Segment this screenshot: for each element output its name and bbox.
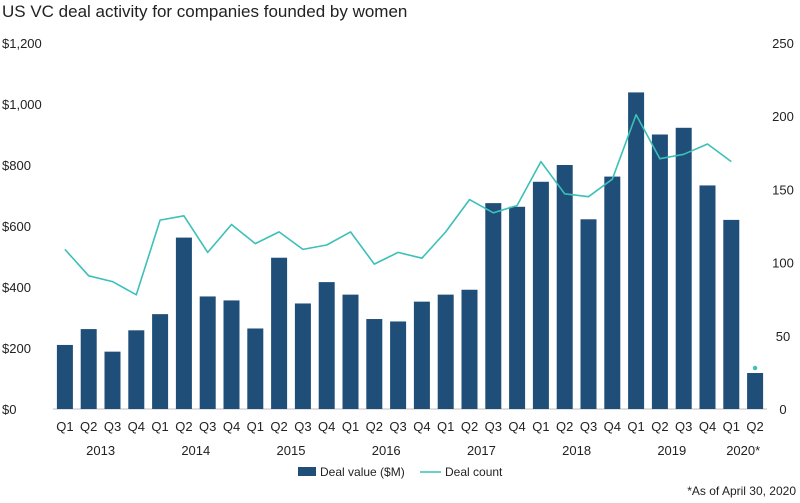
legend-swatch-bar xyxy=(298,467,316,476)
x-tick-label: Q4 xyxy=(128,419,145,434)
bar xyxy=(556,165,573,409)
left-tick-label: $400 xyxy=(2,280,31,295)
x-tick-label: Q1 xyxy=(532,419,549,434)
footnote: *As of April 30, 2020 xyxy=(687,484,796,498)
bar-series xyxy=(56,92,764,409)
right-tick-label: 0 xyxy=(779,402,786,417)
x-tick-label: Q1 xyxy=(56,419,73,434)
bar xyxy=(651,134,668,409)
bar xyxy=(675,127,692,409)
year-label: 2014 xyxy=(181,443,210,458)
right-tick-label: 50 xyxy=(776,329,790,344)
x-tick-label: Q3 xyxy=(199,419,216,434)
bar xyxy=(509,206,526,409)
bar xyxy=(532,181,549,409)
x-tick-label: Q4 xyxy=(604,419,621,434)
x-tick-label: Q4 xyxy=(699,419,716,434)
left-tick-label: $800 xyxy=(2,158,31,173)
line-series xyxy=(64,113,758,371)
bar xyxy=(342,294,359,409)
bar xyxy=(604,176,621,409)
bar xyxy=(390,321,407,409)
bar xyxy=(247,328,264,409)
right-tick-label: 200 xyxy=(772,109,794,124)
left-tick-label: $600 xyxy=(2,219,31,234)
left-tick-label: $1,000 xyxy=(2,97,42,112)
right-axis: 0 50 100 150 200 250 xyxy=(772,36,794,417)
bar xyxy=(485,203,502,409)
right-tick-label: 150 xyxy=(772,182,794,197)
bar xyxy=(413,301,430,409)
x-tick-label: Q3 xyxy=(294,419,311,434)
x-tick-label: Q1 xyxy=(437,419,454,434)
x-tick-label: Q2 xyxy=(270,419,287,434)
bar xyxy=(80,329,97,409)
year-labels: 2013 2014 2015 2016 2017 2018 2019 2020* xyxy=(86,443,760,458)
legend-label: Deal value ($M) xyxy=(320,465,405,479)
bar xyxy=(175,237,192,409)
legend: Deal value ($M) Deal count xyxy=(298,465,503,479)
x-tick-label: Q4 xyxy=(508,419,525,434)
right-tick-label: 100 xyxy=(772,256,794,271)
x-tick-label: Q4 xyxy=(413,419,430,434)
left-axis: $0 $200 $400 $600 $800 $1,000 $1,200 xyxy=(2,36,42,417)
year-label: 2016 xyxy=(372,443,401,458)
x-tick-label: Q2 xyxy=(461,419,478,434)
bar xyxy=(294,303,311,409)
bar xyxy=(628,92,645,409)
bar xyxy=(723,219,740,409)
right-tick-label: 250 xyxy=(772,36,794,51)
x-tick-label: Q1 xyxy=(247,419,264,434)
bar xyxy=(223,300,240,409)
left-tick-label: $0 xyxy=(2,402,16,417)
x-tick-label: Q2 xyxy=(175,419,192,434)
bar xyxy=(199,296,216,409)
x-axis: Q1 Q2 Q3 Q4 Q1 Q2 Q3 Q4 Q1 Q2 Q3 Q4 Q1 Q2 Q3 Q4 Q1 Q2 Q3 Q4… xyxy=(56,419,764,434)
x-tick-label: Q1 xyxy=(723,419,740,434)
bar xyxy=(56,344,73,409)
left-tick-label: $200 xyxy=(2,341,31,356)
year-label: 2017 xyxy=(467,443,496,458)
left-tick-label: $1,200 xyxy=(2,36,42,51)
bar xyxy=(366,319,383,409)
deal-count-point xyxy=(752,365,758,371)
x-tick-label: Q2 xyxy=(651,419,668,434)
year-label: 2019 xyxy=(657,443,686,458)
bar xyxy=(699,185,716,409)
chart-title: US VC deal activity for companies founde… xyxy=(2,2,408,21)
bar xyxy=(580,219,597,409)
x-tick-label: Q3 xyxy=(389,419,406,434)
x-tick-label: Q3 xyxy=(580,419,597,434)
bar xyxy=(747,373,764,409)
x-tick-label: Q2 xyxy=(556,419,573,434)
x-tick-label: Q4 xyxy=(318,419,335,434)
year-label: 2018 xyxy=(562,443,591,458)
year-label: 2015 xyxy=(277,443,306,458)
x-tick-label: Q3 xyxy=(485,419,502,434)
legend-label: Deal count xyxy=(445,465,503,479)
year-label: 2013 xyxy=(86,443,115,458)
x-tick-label: Q2 xyxy=(746,419,763,434)
x-tick-label: Q3 xyxy=(675,419,692,434)
bar xyxy=(128,330,145,409)
bar xyxy=(152,314,169,409)
x-tick-label: Q1 xyxy=(342,419,359,434)
deal-count-line xyxy=(64,113,732,296)
x-tick-label: Q3 xyxy=(104,419,121,434)
year-label: 2020* xyxy=(726,443,760,458)
bar xyxy=(318,282,335,409)
x-tick-label: Q4 xyxy=(223,419,240,434)
x-tick-label: Q2 xyxy=(80,419,97,434)
bar xyxy=(461,289,478,409)
bar xyxy=(271,257,288,409)
x-tick-label: Q2 xyxy=(366,419,383,434)
bar xyxy=(437,294,454,409)
x-tick-label: Q1 xyxy=(627,419,644,434)
x-tick-label: Q1 xyxy=(151,419,168,434)
bar xyxy=(104,351,121,409)
